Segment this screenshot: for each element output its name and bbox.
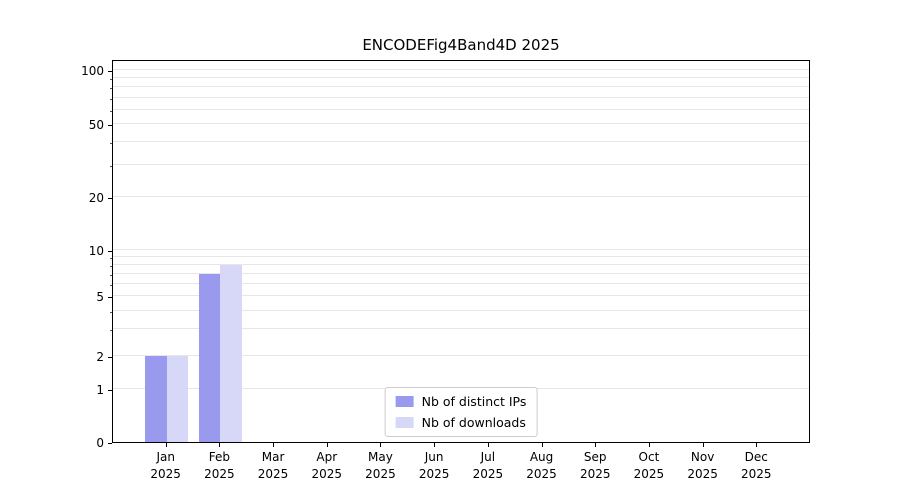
gridline (113, 295, 809, 297)
y-tick-label: 5 (96, 290, 104, 304)
y-minor-tick-mark (110, 330, 112, 332)
y-tick-mark (108, 124, 112, 126)
y-tick-label: 50 (88, 117, 104, 132)
x-tick-label: Oct 2025 (633, 450, 665, 481)
y-minor-tick-mark (110, 98, 112, 100)
y-minor-tick-mark (110, 257, 112, 259)
x-tick-mark (273, 443, 275, 447)
gridline (113, 263, 809, 265)
plot-area: Nb of distinct IPs Nb of downloads (112, 60, 810, 443)
x-tick-label: Apr 2025 (311, 450, 343, 481)
legend-swatch-distinct-ips (395, 396, 414, 407)
y-tick-label: 1 (96, 382, 104, 397)
bar-downloads-feb (220, 264, 242, 442)
gridline (113, 108, 809, 110)
x-tick-label: Mar 2025 (257, 450, 289, 481)
gridline (113, 196, 809, 197)
gridline (113, 140, 809, 142)
x-tick-mark (702, 443, 704, 447)
x-tick-mark (756, 443, 758, 447)
x-tick-label: Nov 2025 (687, 450, 718, 481)
legend-label-downloads: Nb of downloads (421, 415, 526, 430)
gridline (113, 96, 809, 98)
bar-downloads-jan (166, 356, 189, 442)
gridline (113, 249, 809, 251)
y-minor-tick-mark (110, 165, 112, 167)
gridline (113, 123, 809, 124)
x-tick-mark (487, 443, 489, 447)
y-tick-mark (108, 197, 112, 199)
legend: Nb of distinct IPs Nb of downloads (384, 387, 538, 437)
y-tick-label: 10 (88, 244, 104, 258)
x-tick-label: May 2025 (365, 450, 396, 481)
y-tick-mark (108, 357, 112, 359)
y-minor-tick-mark (110, 265, 112, 267)
y-tick-label: 20 (88, 190, 104, 205)
y-minor-tick-mark (110, 110, 112, 112)
bar-distinct-ips-jan (145, 356, 167, 442)
gridline (113, 272, 809, 274)
legend-swatch-downloads (395, 417, 414, 428)
x-tick-mark (165, 443, 167, 447)
legend-label-distinct-ips: Nb of distinct IPs (421, 394, 527, 409)
x-tick-label: Sep 2025 (579, 450, 611, 481)
x-tick-mark (595, 443, 597, 447)
gridline (113, 309, 809, 311)
y-minor-tick-mark (110, 284, 112, 286)
gridline (113, 86, 809, 88)
legend-item-downloads: Nb of downloads (395, 415, 527, 430)
x-tick-label: Aug 2025 (526, 450, 557, 481)
gridline (113, 355, 809, 357)
gridline (113, 282, 809, 284)
gridline (113, 328, 809, 330)
y-tick-label: 2 (96, 350, 104, 365)
y-tick-mark (108, 297, 112, 298)
y-tick-mark (108, 70, 112, 72)
gridline (113, 163, 809, 165)
x-tick-label: Jun 2025 (418, 450, 450, 481)
x-tick-label: Jul 2025 (472, 450, 504, 481)
y-minor-tick-mark (110, 79, 112, 81)
y-tick-label: 100 (81, 63, 104, 78)
x-tick-mark (380, 443, 382, 447)
gridline (113, 77, 809, 79)
x-tick-mark (434, 443, 436, 447)
bar-distinct-ips-feb (198, 273, 221, 442)
legend-item-distinct-ips: Nb of distinct IPs (395, 394, 527, 409)
y-minor-tick-mark (110, 142, 112, 144)
y-minor-tick-mark (110, 88, 112, 90)
gridline (113, 256, 809, 257)
y-tick-label: 0 (96, 436, 104, 450)
y-minor-tick-mark (110, 311, 112, 313)
x-tick-mark (219, 443, 221, 447)
x-tick-label: Jan 2025 (150, 450, 181, 481)
x-tick-label: Dec 2025 (741, 450, 772, 481)
x-tick-mark (648, 443, 650, 447)
x-tick-label: Feb 2025 (204, 450, 235, 481)
y-tick-mark (108, 389, 112, 391)
gridline (113, 69, 809, 70)
x-tick-mark (326, 443, 328, 447)
x-tick-mark (541, 443, 543, 447)
y-minor-tick-mark (110, 274, 112, 276)
y-tick-mark (108, 251, 112, 252)
y-tick-mark (108, 443, 112, 444)
chart-title: ENCODEFig4Band4D 2025 (362, 36, 560, 54)
